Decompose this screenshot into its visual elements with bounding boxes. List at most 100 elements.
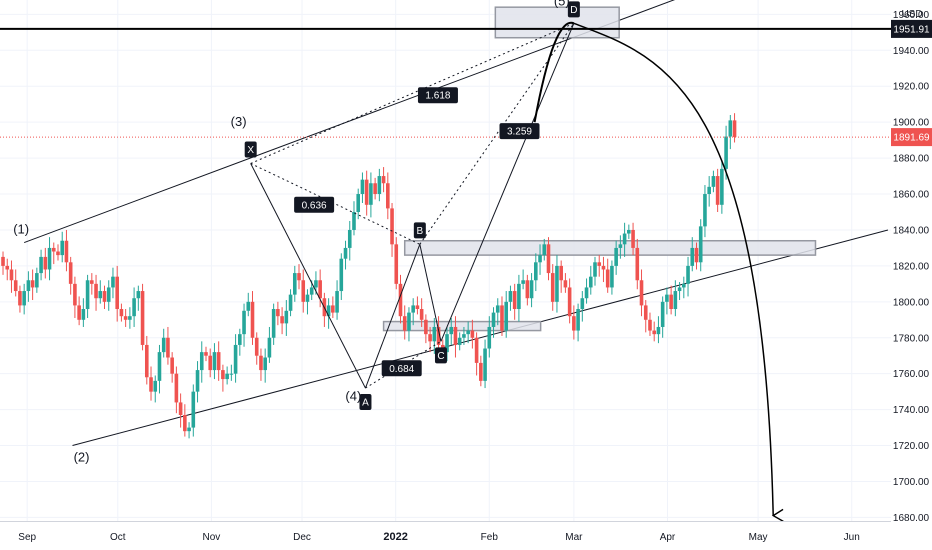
candle-body	[238, 334, 242, 345]
marked-level-badge	[891, 19, 932, 38]
wave-label: (2)	[74, 450, 90, 465]
candle-body	[652, 330, 657, 335]
candle-body	[174, 373, 179, 403]
candle-body	[26, 280, 31, 292]
fib-ratio-label: 0.684	[389, 364, 414, 375]
candle-body	[715, 176, 720, 205]
fib-ratio-label: 1.618	[425, 91, 450, 102]
candle-body	[343, 247, 348, 259]
candle-body	[132, 298, 136, 317]
candle-body	[161, 337, 166, 353]
candle-body	[563, 280, 568, 288]
candle-body	[419, 309, 424, 320]
fib-ratio-label: 3.259	[507, 127, 532, 138]
candle-body	[648, 319, 652, 331]
candle-body	[30, 280, 35, 288]
candle-body	[424, 319, 428, 335]
candle-body	[555, 265, 559, 302]
candle-body	[233, 344, 238, 374]
pattern-point-box	[359, 394, 372, 411]
x-tick-label: May	[749, 532, 768, 543]
candle-body	[711, 176, 716, 187]
candle-body	[402, 316, 407, 331]
pattern-leg	[250, 22, 575, 164]
pattern-point-box	[434, 347, 447, 364]
pattern-point-label: D	[570, 5, 577, 16]
candle-body	[584, 287, 589, 299]
y-tick-label: 1860.00	[893, 190, 930, 201]
candle-body	[631, 229, 635, 248]
candle-body	[68, 262, 73, 284]
candle-body	[229, 373, 234, 375]
candle-body	[326, 305, 331, 317]
candle-body	[445, 334, 449, 353]
candle-body	[136, 291, 141, 299]
candle-body	[90, 280, 94, 284]
candle-body	[593, 262, 597, 277]
candle-body	[381, 176, 386, 184]
candle-body	[166, 337, 170, 358]
wave-label: (5)	[554, 0, 570, 8]
x-tick-label: Jun	[844, 532, 860, 543]
candle-body	[627, 229, 631, 234]
candle-body	[170, 357, 174, 374]
candle-body	[335, 291, 339, 313]
candle-body	[572, 316, 576, 331]
y-tick-label: 1780.00	[893, 333, 930, 344]
candle-body	[597, 262, 602, 266]
candle-body	[690, 247, 695, 266]
candle-body	[495, 305, 500, 313]
candle-body	[216, 352, 221, 371]
annotations: (1) (2) (3) (4) (5) X A B C D 1.618 0.636 0.684 3.259	[0, 0, 891, 522]
x-tick-label: Nov	[203, 532, 221, 543]
candle-body	[610, 265, 614, 288]
price-axis[interactable]	[891, 0, 932, 550]
pattern-leg	[250, 163, 421, 245]
candle-body	[347, 229, 352, 248]
candlestick-series	[1, 113, 737, 439]
candle-body	[43, 256, 48, 270]
y-tick-label: 1940.00	[893, 46, 930, 57]
candle-body	[191, 391, 196, 428]
grid-lines	[0, 0, 891, 521]
candle-body	[470, 330, 475, 338]
y-tick-label: 1820.00	[893, 261, 930, 272]
candle-body	[115, 276, 119, 310]
candle-body	[204, 352, 208, 356]
candle-body	[305, 294, 310, 302]
candle-body	[466, 330, 470, 335]
time-axis[interactable]	[0, 521, 891, 550]
candle-body	[390, 208, 394, 245]
forecast-rise-curve	[533, 21, 575, 123]
candle-body	[288, 294, 293, 311]
candle-body	[153, 380, 158, 392]
candle-body	[512, 291, 517, 310]
candle-body	[309, 287, 314, 295]
candle-body	[386, 183, 390, 209]
forecast-drop-arrow	[573, 22, 784, 522]
candle-body	[18, 291, 22, 306]
candle-body	[538, 255, 542, 263]
pattern-leg	[250, 163, 366, 389]
candle-body	[56, 251, 60, 256]
candle-body	[284, 310, 289, 324]
candle-body	[149, 377, 153, 392]
candle-body	[449, 326, 454, 335]
candle-body	[212, 352, 217, 371]
candle-body	[728, 120, 733, 137]
candle-body	[119, 309, 124, 317]
pattern-point-label: X	[247, 145, 254, 156]
candle-body	[394, 244, 399, 284]
candle-body	[656, 326, 661, 335]
y-tick-label: 1800.00	[893, 297, 930, 308]
currency-label: USD	[901, 9, 922, 20]
candle-body	[318, 280, 322, 299]
candle-body	[39, 256, 43, 274]
price-zone	[403, 239, 817, 256]
candle-body	[546, 244, 551, 274]
candle-body	[703, 194, 707, 227]
candle-body	[267, 337, 272, 358]
candle-body	[352, 211, 356, 230]
pattern-leg	[419, 244, 442, 342]
